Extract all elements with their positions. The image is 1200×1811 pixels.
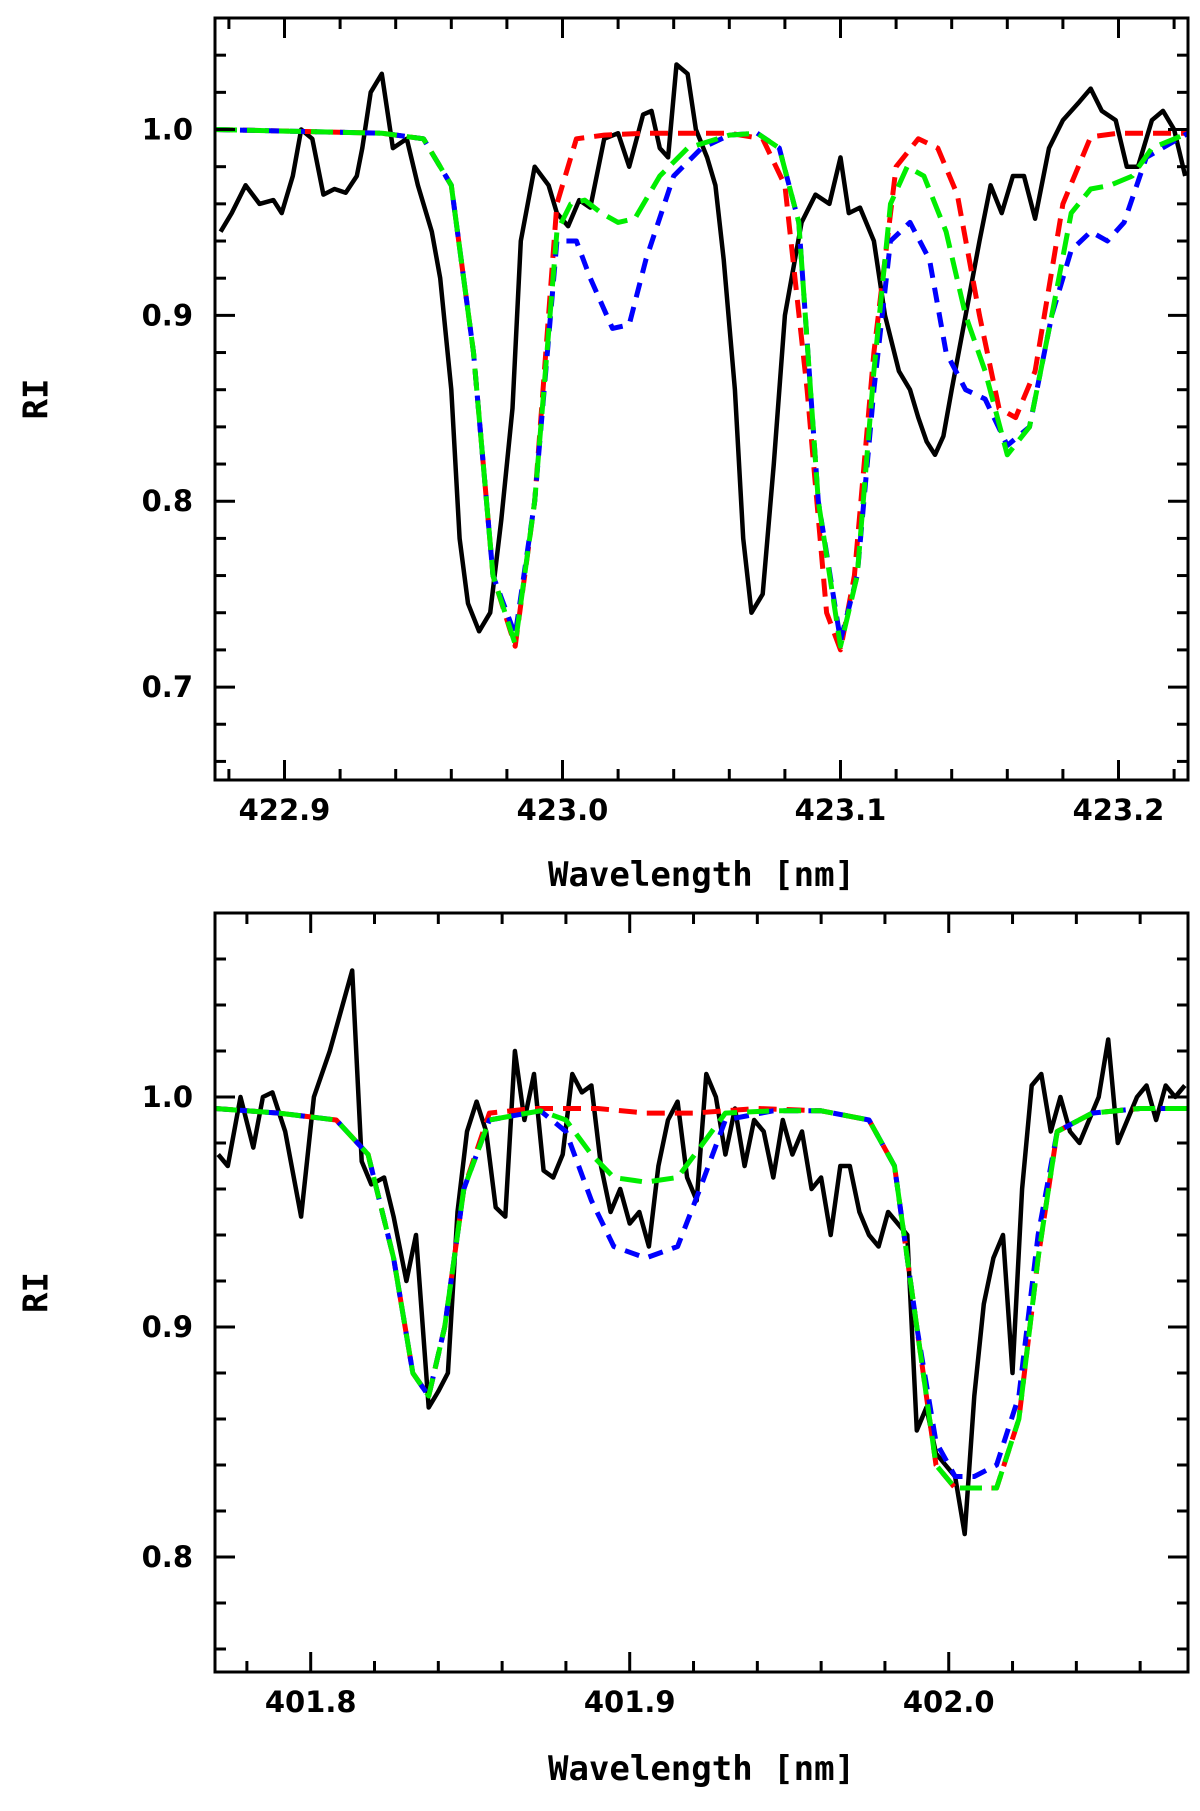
y-tick-label: 0.9 (142, 298, 193, 332)
ylabel-bottom: RI (17, 1272, 57, 1313)
x-tick-label: 423.0 (517, 793, 609, 827)
chart-panel-top: 422.9 423.0 423.1 423.2 0.7 0.8 0.9 1.0 RI Wave… (17, 16, 1190, 895)
y-tick-label: 1.0 (142, 1080, 193, 1114)
y-tick-label: 0.8 (142, 1540, 193, 1574)
ylabel-top: RI (17, 379, 57, 420)
plot-frame-bottom (213, 911, 1190, 1674)
plot-frame-top (213, 16, 1190, 782)
x-tick-label: 401.8 (265, 1685, 357, 1719)
x-tick-label: 422.9 (239, 793, 331, 827)
y-tick-label: 0.7 (142, 670, 193, 704)
y-tick-label: 1.0 (142, 113, 193, 147)
series-model-green-line (215, 127, 1188, 649)
chart-panel-bottom: 401.8 401.9 402.0 0.8 0.9 1.0 RI Wavelength [… (17, 911, 1190, 1789)
series-model-red-line (215, 127, 1188, 653)
series-model-green-line (215, 1106, 1188, 1491)
x-tick-label: 423.1 (795, 793, 887, 827)
y-tick-label: 0.9 (142, 1310, 193, 1344)
xlabel-top: Wavelength [nm] (548, 855, 855, 895)
x-tick-label: 401.9 (584, 1685, 676, 1719)
xlabel-bottom: Wavelength [nm] (548, 1749, 855, 1789)
plot-area-top (215, 62, 1188, 653)
x-tick-label: 423.2 (1073, 793, 1165, 827)
x-tick-label: 402.0 (903, 1685, 995, 1719)
ticks-top: 422.9 423.0 423.1 423.2 0.7 0.8 0.9 1.0 (142, 16, 1188, 827)
plot-area-bottom (215, 968, 1188, 1537)
ticks-bottom: 401.8 401.9 402.0 0.8 0.9 1.0 (142, 911, 1188, 1719)
series-observed-line (218, 62, 1188, 634)
y-tick-label: 0.8 (142, 484, 193, 518)
